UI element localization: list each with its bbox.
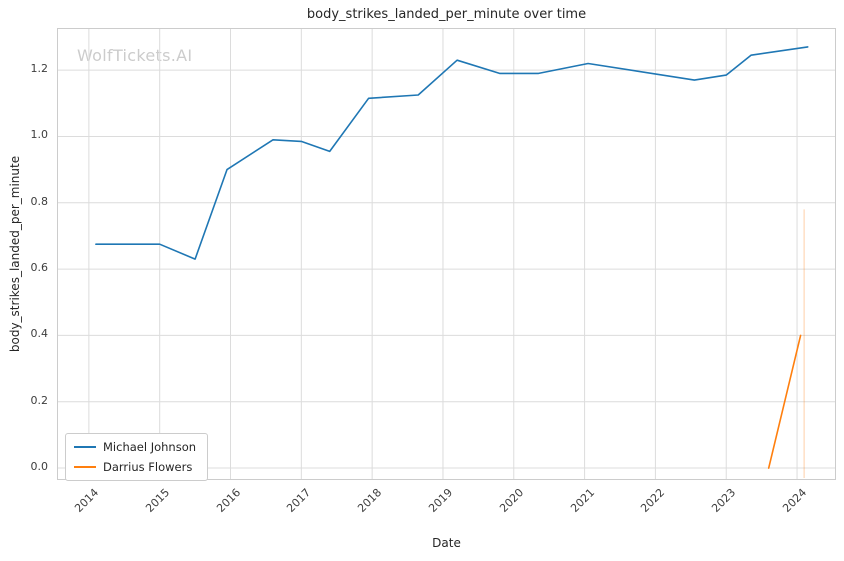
y-tick-label: 0.2 [30,393,49,407]
x-tick-label: 2021 [567,486,597,515]
y-tick-label: 0.0 [30,460,49,474]
x-tick-label: 2017 [284,486,314,515]
x-tick-label: 2014 [72,486,102,515]
x-tick-label: 2015 [142,486,172,515]
y-tick-label: 0.4 [30,327,49,341]
legend: Michael Johnson Darrius Flowers [65,433,209,481]
legend-item-darrius-flowers: Darrius Flowers [74,460,196,474]
series-line-michael-johnson [95,46,809,260]
y-tick-label: 0.6 [30,261,49,275]
y-tick-label: 0.8 [30,194,49,208]
x-tick-label: 2023 [709,486,739,515]
x-tick-label: 2016 [213,486,243,515]
legend-label-darrius-flowers: Darrius Flowers [103,460,193,474]
x-tick-label: 2019 [426,486,456,515]
plot-border [57,28,836,480]
x-tick-label: 2024 [780,486,810,515]
series-line-darrius-flowers [767,334,802,469]
y-tick-label: 1.2 [30,62,49,76]
y-tick-label: 1.0 [30,128,49,142]
legend-line-swatch-darrius-flowers [74,466,96,468]
x-tick-label: 2018 [355,486,385,515]
plot-area [57,28,836,480]
x-axis-label: Date [432,536,461,550]
legend-label-michael-johnson: Michael Johnson [103,440,197,454]
y-axis-label: body_strikes_landed_per_minute [8,155,22,353]
x-tick-label: 2020 [496,486,526,515]
legend-item-michael-johnson: Michael Johnson [74,440,196,454]
x-tick-label: 2022 [638,486,668,515]
legend-line-swatch-michael-johnson [74,446,96,448]
watermark: WolfTickets.AI [77,46,193,65]
chart-title: body_strikes_landed_per_minute over time [306,7,587,22]
